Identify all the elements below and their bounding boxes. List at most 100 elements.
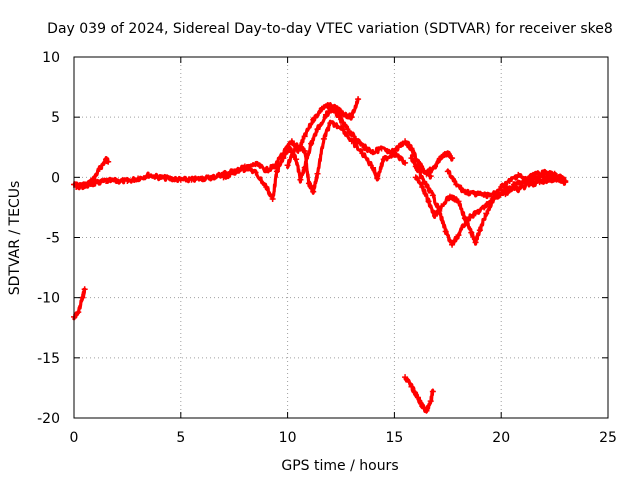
data-point [530, 171, 537, 178]
x-tick-label: 0 [70, 430, 79, 446]
data-point [525, 181, 532, 188]
y-tick-label: 10 [42, 50, 60, 66]
data-point [340, 110, 347, 117]
data-point [113, 177, 120, 184]
data-point [423, 170, 430, 177]
data-point [301, 147, 308, 154]
data-point [421, 179, 428, 186]
data-point [288, 138, 295, 145]
data-point [320, 135, 327, 142]
data-point [444, 150, 451, 157]
data-point [427, 398, 434, 405]
data-point [476, 227, 483, 234]
data-point [438, 203, 445, 210]
data-point [359, 150, 366, 157]
data-point [167, 175, 174, 182]
data-point [472, 210, 479, 217]
data-point [402, 374, 409, 381]
data-point [515, 171, 522, 178]
data-point [449, 241, 456, 248]
data-point [269, 195, 276, 202]
x-tick-label: 25 [599, 430, 617, 446]
x-tick-label: 10 [279, 430, 297, 446]
data-point [547, 176, 554, 183]
data-point [391, 150, 398, 157]
data-point [348, 114, 355, 121]
series-line [403, 376, 435, 414]
data-point [506, 177, 513, 184]
x-tick-label: 5 [176, 430, 185, 446]
data-point [335, 114, 342, 121]
data-point [103, 177, 110, 184]
data-point [308, 140, 315, 147]
series-line [72, 287, 87, 321]
data-point [263, 183, 270, 190]
data-point [438, 153, 445, 160]
data-point [431, 212, 438, 219]
data-point [515, 186, 522, 193]
x-tick-label: 15 [385, 430, 403, 446]
data-point [280, 155, 287, 162]
data-series [71, 96, 569, 414]
series-sat-G [444, 168, 565, 200]
data-point [423, 407, 430, 414]
data-point [414, 158, 421, 165]
data-point [481, 204, 488, 211]
y-tick-label: -5 [46, 231, 60, 247]
data-point [461, 188, 468, 195]
y-tick-labels: -20 -15 -10 -5 0 5 10 [37, 50, 60, 427]
data-point [156, 174, 163, 181]
y-tick-label: 0 [51, 170, 60, 186]
data-point [355, 96, 362, 103]
y-axis-label: SDTVAR / TECUs [7, 181, 23, 296]
series-sat-H [412, 150, 456, 177]
data-point [92, 180, 99, 187]
data-point [348, 138, 355, 145]
data-point [286, 145, 293, 152]
data-point [468, 229, 475, 236]
data-point [449, 155, 456, 162]
data-point [310, 116, 317, 123]
data-point [252, 169, 259, 176]
data-point [293, 156, 300, 163]
data-point [425, 198, 432, 205]
series-line [74, 102, 433, 191]
data-point [188, 176, 195, 183]
data-point [305, 180, 312, 187]
data-point [209, 174, 216, 181]
data-point [408, 383, 415, 390]
data-point [284, 162, 291, 169]
data-point [414, 394, 421, 401]
data-point [429, 388, 436, 395]
data-point [402, 138, 409, 145]
data-point [444, 168, 451, 175]
x-tick-label: 20 [492, 430, 510, 446]
y-tick-label: -10 [37, 291, 60, 307]
data-point [263, 167, 270, 174]
series-line [409, 154, 567, 247]
series-line [286, 119, 407, 195]
data-point [301, 133, 308, 140]
data-point [314, 170, 321, 177]
data-point [323, 111, 330, 118]
data-point [395, 144, 402, 151]
data-point [536, 179, 543, 186]
data-point [177, 176, 184, 183]
series-sat-D [284, 119, 409, 195]
data-point [81, 182, 88, 189]
data-point [331, 104, 338, 111]
data-point [540, 169, 547, 176]
data-point [419, 402, 426, 409]
data-point [402, 159, 409, 166]
data-point [419, 183, 426, 190]
x-axis-label: GPS time / hours [281, 458, 398, 474]
data-point [105, 158, 112, 165]
data-point [327, 120, 334, 127]
data-point [361, 144, 368, 151]
data-point [412, 174, 419, 181]
data-point [318, 105, 325, 112]
data-point [461, 215, 468, 222]
data-point [370, 149, 377, 156]
data-point [241, 163, 248, 170]
data-point [472, 191, 479, 198]
